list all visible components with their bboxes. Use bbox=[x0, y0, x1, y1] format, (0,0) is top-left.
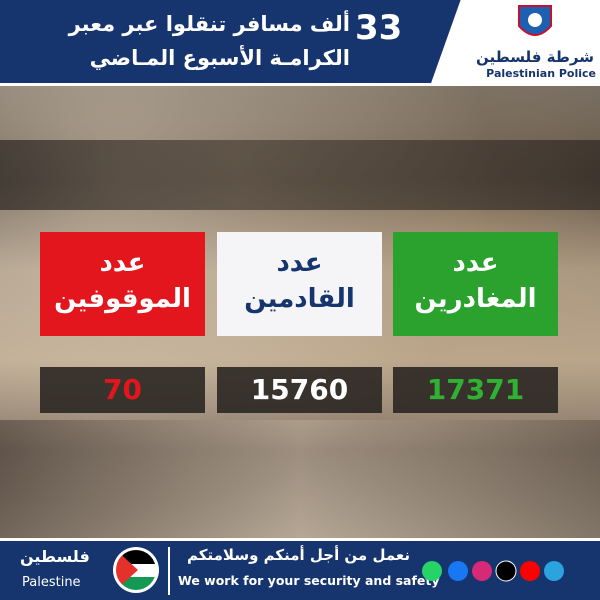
title-number: 33 bbox=[355, 8, 403, 48]
flag-badge bbox=[113, 547, 159, 593]
card-value: 70 bbox=[40, 367, 205, 413]
social-icons bbox=[422, 560, 564, 582]
footer-brand-arabic: فلسطين bbox=[20, 547, 90, 566]
card-label: المغادرين bbox=[414, 284, 537, 314]
card-value: 17371 bbox=[393, 367, 558, 413]
card: عدد المغادرين bbox=[393, 232, 558, 336]
footer-brand-english: Palestine bbox=[22, 575, 81, 590]
slogan-arabic: نعمل من أجل أمنكم وسلامتكم bbox=[187, 546, 410, 564]
header: شرطة فلسطين Palestinian Police 33 ألف مس… bbox=[0, 0, 600, 86]
background-strip bbox=[0, 420, 600, 538]
card-label: الموقوفين bbox=[54, 284, 191, 314]
logo-english: Palestinian Police bbox=[486, 67, 596, 80]
card: عدد القادمين bbox=[217, 232, 382, 336]
title-line: الكرامـة الأسبوع المـاضي bbox=[89, 46, 350, 70]
logo-emblem bbox=[518, 5, 552, 36]
divider bbox=[168, 547, 170, 595]
footer: فلسطين Palestine نعمل من أجل أمنكم وسلام… bbox=[0, 538, 600, 600]
logo-arabic: شرطة فلسطين bbox=[476, 48, 594, 66]
background-strip bbox=[0, 140, 600, 210]
card-label: عدد bbox=[276, 248, 323, 278]
title-line: ألف مسافر تنقلوا عبر معبر bbox=[68, 12, 350, 36]
card-label: عدد bbox=[452, 248, 499, 278]
card-value: 15760 bbox=[217, 367, 382, 413]
card: عدد الموقوفين bbox=[40, 232, 205, 336]
slogan-english: We work for your security and safety bbox=[178, 573, 440, 588]
logo-area: شرطة فلسطين Palestinian Police bbox=[430, 0, 600, 86]
card-label: القادمين bbox=[244, 284, 355, 314]
card-label: عدد bbox=[99, 248, 146, 278]
